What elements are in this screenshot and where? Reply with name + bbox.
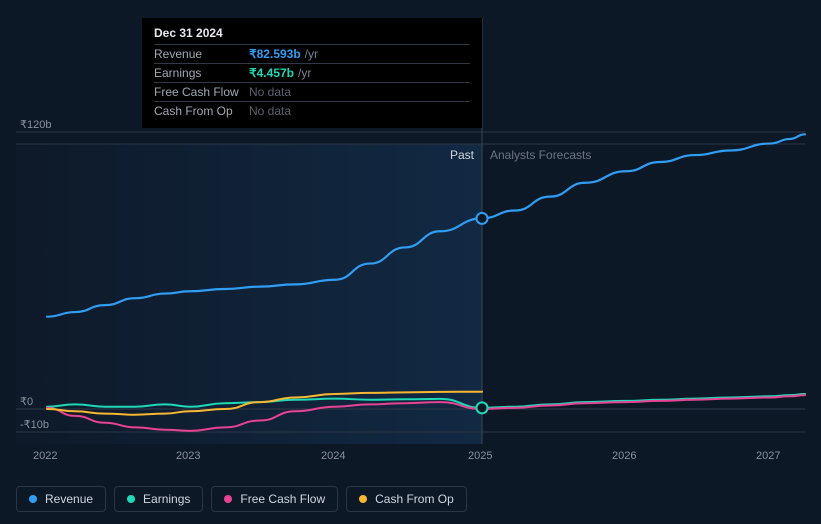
- legend-item[interactable]: Cash From Op: [346, 486, 467, 512]
- legend-item[interactable]: Free Cash Flow: [211, 486, 338, 512]
- tooltip-row: Earnings₹4.457b/yr: [154, 63, 470, 82]
- legend-dot-icon: [224, 495, 232, 503]
- future-label: Analysts Forecasts: [490, 148, 591, 162]
- tooltip-row: Free Cash FlowNo data: [154, 82, 470, 101]
- past-label: Past: [450, 148, 474, 162]
- x-tick-label: 2026: [612, 450, 636, 462]
- earnings-highlight-marker: [477, 402, 488, 413]
- legend-dot-icon: [29, 495, 37, 503]
- tooltip-row: Cash From OpNo data: [154, 101, 470, 120]
- legend-label: Revenue: [45, 492, 93, 506]
- legend-dot-icon: [127, 495, 135, 503]
- tooltip-row-value: ₹82.593b/yr: [249, 47, 318, 61]
- tooltip-date: Dec 31 2024: [154, 26, 470, 40]
- tooltip-row-value: No data: [249, 85, 291, 99]
- legend-item[interactable]: Earnings: [114, 486, 203, 512]
- financial-forecast-chart: ₹120b ₹0 -₹10b 2022 2023 2024 2025 2026 2027 Pa…: [0, 0, 821, 524]
- legend-item[interactable]: Revenue: [16, 486, 106, 512]
- tooltip-row-value: No data: [249, 104, 291, 118]
- tooltip-row-value: ₹4.457b/yr: [249, 66, 311, 80]
- tooltip-row-label: Revenue: [154, 47, 249, 61]
- tooltip-row-label: Free Cash Flow: [154, 85, 249, 99]
- tooltip-row-label: Cash From Op: [154, 104, 249, 118]
- x-tick-label: 2022: [33, 450, 57, 462]
- chart-tooltip: Dec 31 2024 Revenue₹82.593b/yrEarnings₹4…: [142, 18, 482, 128]
- x-tick-label: 2025: [468, 450, 492, 462]
- tooltip-row-label: Earnings: [154, 66, 249, 80]
- tooltip-row: Revenue₹82.593b/yr: [154, 44, 470, 63]
- revenue-highlight-marker: [477, 213, 488, 224]
- x-tick-label: 2027: [756, 450, 780, 462]
- legend-label: Cash From Op: [375, 492, 454, 506]
- chart-legend: Revenue Earnings Free Cash Flow Cash From O…: [16, 486, 467, 512]
- legend-label: Earnings: [143, 492, 190, 506]
- y-tick-label: ₹0: [20, 395, 33, 408]
- y-tick-label: ₹120b: [20, 118, 51, 131]
- legend-dot-icon: [359, 495, 367, 503]
- y-tick-label: -₹10b: [20, 418, 49, 431]
- x-tick-label: 2023: [176, 450, 200, 462]
- legend-label: Free Cash Flow: [240, 492, 325, 506]
- x-tick-label: 2024: [321, 450, 345, 462]
